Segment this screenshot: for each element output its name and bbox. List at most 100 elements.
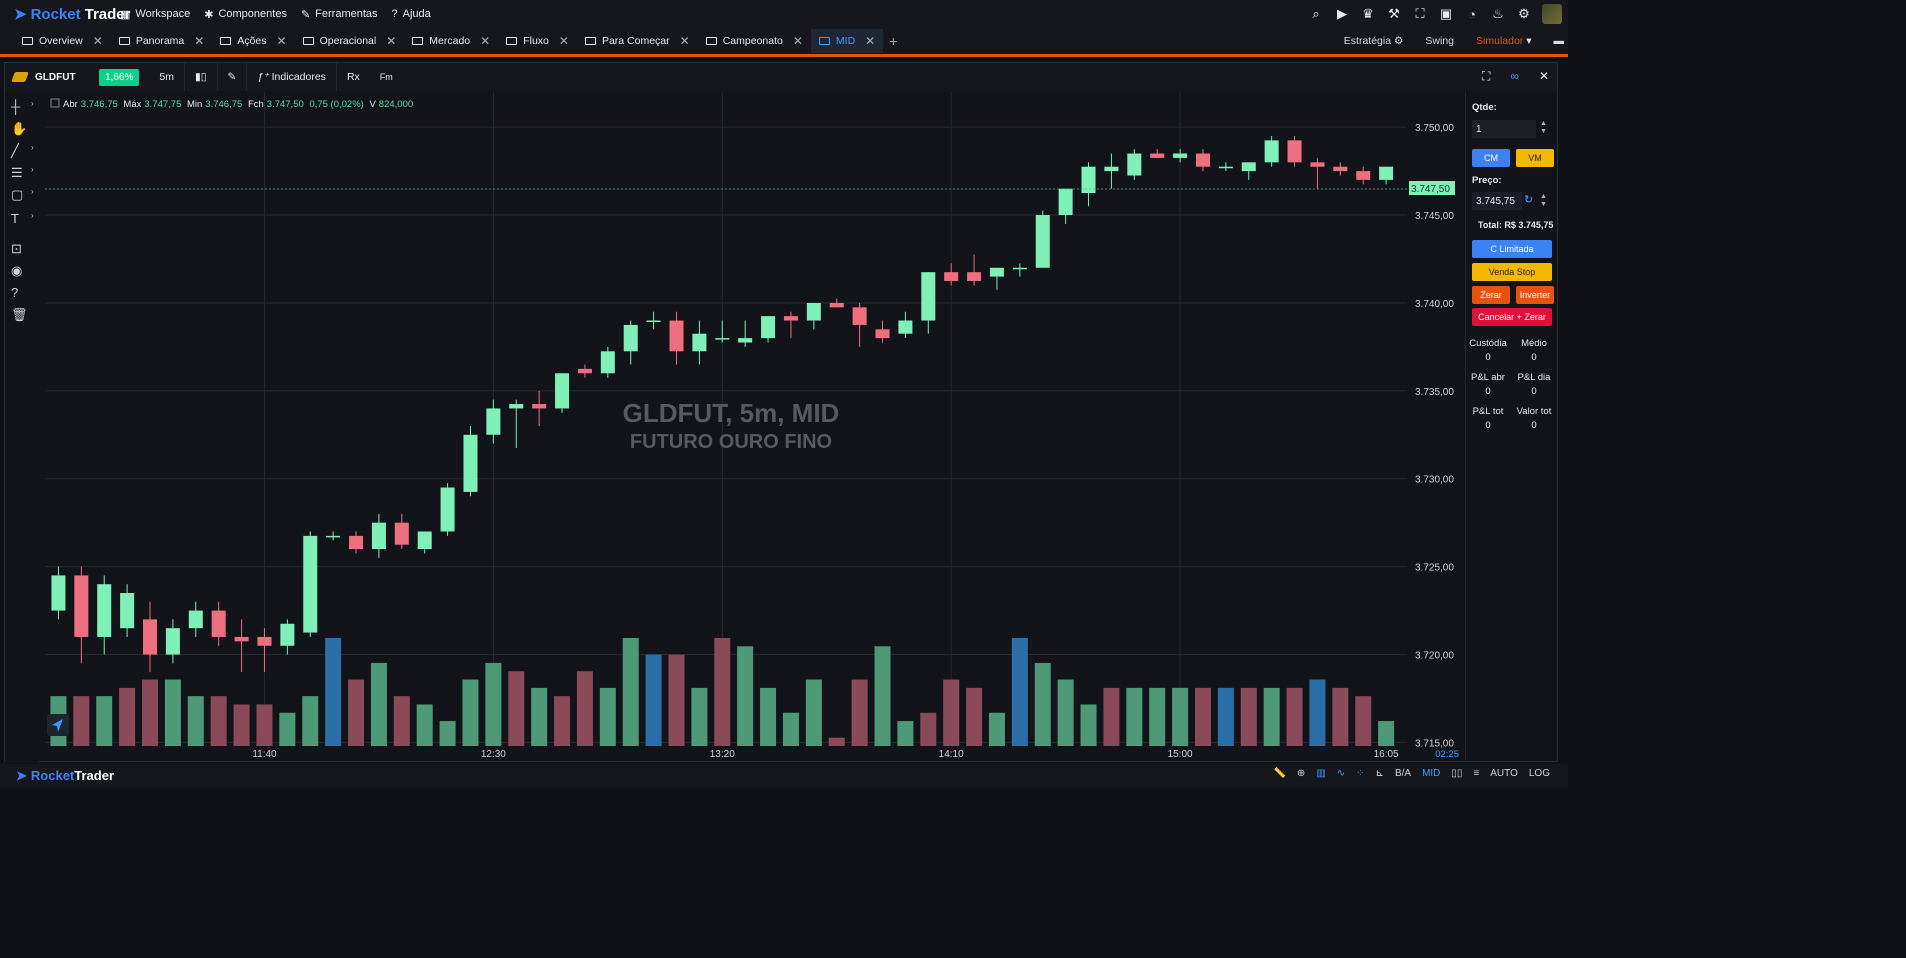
tab-para-comecar[interactable]: Para Começar ✕ [577, 29, 698, 53]
venda-stop-button[interactable]: Venda Stop [1472, 263, 1552, 281]
video-icon[interactable]: ▶ [1337, 6, 1347, 21]
estrategia-button[interactable]: Estratégia ⚙ [1343, 35, 1404, 47]
c-limitada-button[interactable]: C Limitada [1472, 240, 1552, 258]
gold-icon [11, 72, 29, 82]
lock-icon[interactable]: ⊡ [11, 241, 22, 256]
menu-componentes[interactable]: ✱ Componentes [204, 8, 287, 21]
fm-button[interactable]: Fm [379, 72, 393, 82]
tab-fluxo[interactable]: Fluxo ✕ [498, 29, 577, 53]
close-icon[interactable]: ✕ [194, 34, 205, 48]
crosshair-icon[interactable]: ┼ › [11, 99, 34, 114]
volume-bar [485, 662, 502, 746]
volume-bar [691, 687, 708, 746]
candle-type-icon[interactable]: ▮▯ [194, 71, 207, 83]
rx-button[interactable]: Rx [346, 71, 360, 83]
simulador-dropdown[interactable]: Simulador ▾ [1476, 35, 1532, 47]
ruler-icon[interactable]: 📏 [1273, 768, 1286, 779]
fullscreen-icon[interactable]: ⛶ [1415, 6, 1425, 21]
close-icon[interactable]: ✕ [480, 34, 491, 48]
preco-input[interactable] [1472, 192, 1522, 210]
close-icon[interactable]: ✕ [865, 34, 876, 48]
help-icon[interactable]: ? [11, 285, 19, 300]
add-tab-icon[interactable]: + [889, 33, 898, 49]
tab-mercado[interactable]: Mercado ✕ [404, 29, 498, 53]
axis-icon[interactable]: ⊾ [1375, 768, 1384, 779]
pl-tot-stat: P&L tot 0 [1472, 406, 1504, 431]
candle-body [1127, 153, 1142, 176]
eye-icon[interactable]: ◉ [11, 263, 23, 278]
menu-ferramentas[interactable]: ✎ Ferramentas [300, 8, 378, 21]
bar-chart-icon[interactable]: ▥ [1316, 768, 1326, 779]
list-icon[interactable]: ≡ [1473, 768, 1480, 779]
line-tool-icon[interactable]: ╱ › [11, 143, 34, 158]
time-tick-label: 16:05 [1374, 749, 1399, 760]
expand-icon[interactable]: ⛶ [1481, 69, 1491, 83]
line-chart-icon[interactable]: ∿ [1336, 768, 1346, 779]
gamepad-icon[interactable]: ▬ [1553, 35, 1565, 47]
tab-acoes[interactable]: Ações ✕ [212, 29, 294, 53]
candle-body [280, 623, 295, 646]
collapse-icon[interactable] [50, 98, 60, 108]
lock-icon[interactable]: ▣ [1439, 6, 1453, 21]
wrench-icon: ✎ [300, 8, 311, 21]
hand-icon[interactable]: ✋ [11, 121, 28, 136]
timeframe-button[interactable]: 5m [159, 71, 174, 83]
close-icon[interactable]: ✕ [558, 34, 569, 48]
close-icon[interactable]: ✕ [276, 34, 287, 48]
zoom-icon[interactable]: ⊕ [1296, 768, 1306, 779]
fib-tool-icon[interactable]: ☰ › [11, 165, 34, 180]
menu-ajuda[interactable]: ? Ajuda [391, 8, 431, 20]
price-chart[interactable]: GLDFUT, 5m, MID FUTURO OURO FINO 3.750,0… [45, 92, 1465, 760]
symbol-selector[interactable]: GLDFUT [5, 72, 99, 83]
ba-toggle[interactable]: B/A [1394, 768, 1412, 779]
app-logo[interactable]: ➤ Rocket Trader [14, 5, 131, 24]
indicadores-button[interactable]: ƒ⁺ Indicadores [257, 71, 326, 83]
fire-icon[interactable]: ♨ [1492, 6, 1504, 21]
preco-stepper[interactable]: ▲ ▼ [1540, 193, 1547, 208]
scatter-icon[interactable]: ⁘ [1356, 768, 1365, 779]
time-tick-label: 11:40 [252, 749, 277, 760]
close-icon[interactable]: ✕ [386, 34, 397, 48]
close-icon[interactable]: ✕ [92, 34, 103, 48]
volume-bar [782, 712, 799, 746]
menu-workspace[interactable]: ▦ Workspace [120, 8, 191, 21]
rectangle-tool-icon[interactable]: ▢ › [11, 187, 34, 202]
navigation-button[interactable] [47, 714, 69, 736]
qtde-stepper[interactable]: ▲ ▼ [1540, 120, 1547, 135]
tab-panorama[interactable]: Panorama ✕ [111, 29, 213, 53]
swing-button[interactable]: Swing [1425, 35, 1455, 47]
auto-toggle[interactable]: AUTO [1490, 768, 1518, 779]
qtde-input[interactable] [1472, 120, 1536, 138]
text-tool-icon[interactable]: T › [11, 211, 34, 226]
tab-overview[interactable]: Overview ✕ [14, 29, 111, 53]
close-icon[interactable]: ✕ [1538, 69, 1549, 83]
gavel-icon[interactable]: ⚒ [1388, 6, 1400, 21]
price-tick-label: 3.735,00 [1415, 387, 1454, 398]
settings-icon[interactable]: ⚙ [1518, 6, 1530, 21]
cm-button[interactable]: CM [1472, 149, 1510, 167]
close-icon[interactable]: ✕ [679, 34, 690, 48]
vm-button[interactable]: VM [1516, 149, 1554, 167]
columns-icon[interactable]: ▯▯ [1451, 768, 1463, 779]
qtde-label: Qtde: [1472, 102, 1497, 113]
volume-bar [508, 671, 525, 746]
close-icon[interactable]: ✕ [792, 34, 803, 48]
inverter-button[interactable]: Inverter [1516, 286, 1554, 304]
avatar[interactable] [1542, 4, 1562, 24]
divider [335, 63, 337, 91]
tab-mid[interactable]: MID ✕ [810, 29, 884, 53]
link-icon[interactable]: ∞ [1510, 69, 1519, 83]
log-toggle[interactable]: LOG [1528, 768, 1550, 779]
trophy-icon[interactable]: ♛ [1362, 6, 1374, 21]
trash-icon[interactable]: 🗑 [11, 307, 28, 322]
pencil-icon[interactable]: ✎ [227, 71, 237, 83]
mid-toggle[interactable]: MID [1422, 768, 1441, 779]
cancelar-zerar-button[interactable]: Cancelar + Zerar [1472, 308, 1552, 326]
volume-bar [1332, 687, 1349, 746]
whatsapp-icon[interactable]: ◔ [1468, 6, 1476, 22]
tab-operacional[interactable]: Operacional ✕ [295, 29, 405, 53]
search-icon[interactable]: ⌕ [1312, 6, 1320, 21]
zerar-button[interactable]: Zerar [1472, 286, 1510, 304]
refresh-icon[interactable]: ↻ [1524, 194, 1534, 206]
tab-campeonato[interactable]: Campeonato ✕ [698, 29, 811, 53]
